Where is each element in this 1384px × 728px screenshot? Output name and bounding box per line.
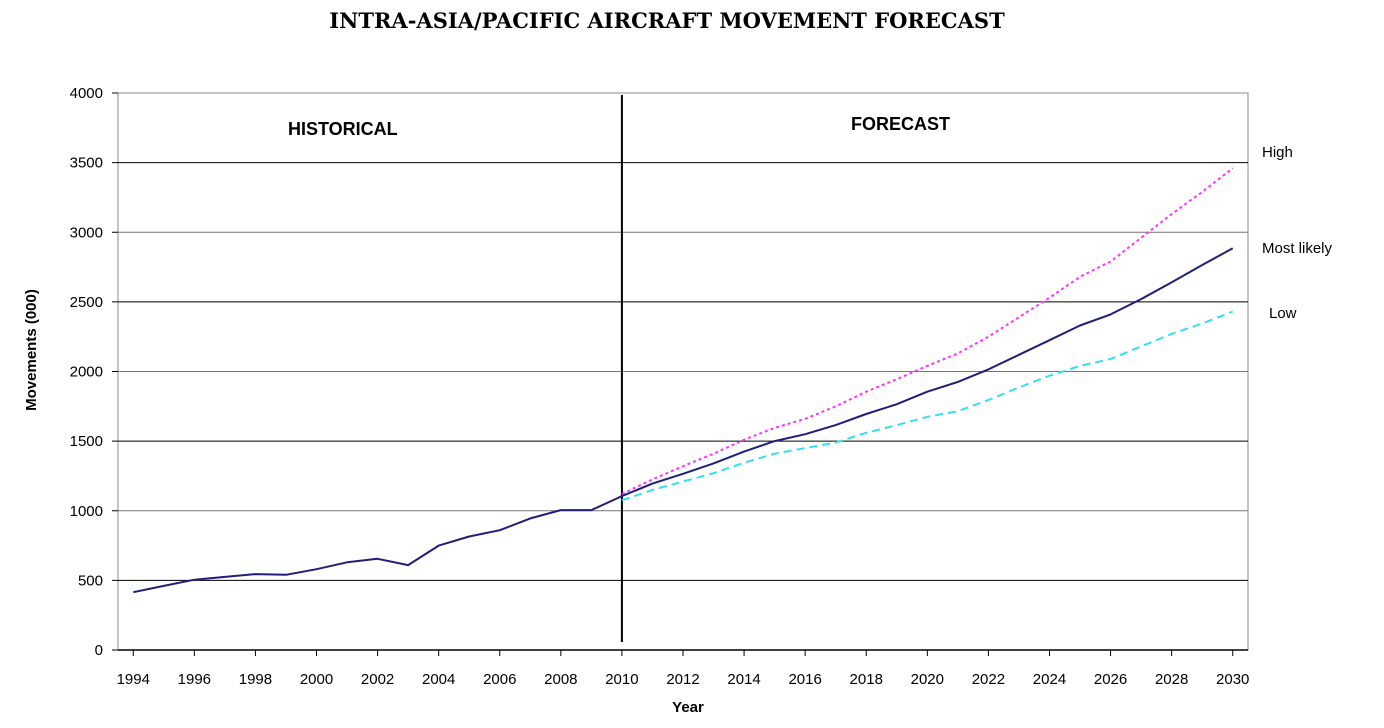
y-tick-label-500: 500 bbox=[78, 572, 103, 589]
x-tick-label-2012: 2012 bbox=[666, 671, 699, 688]
y-tick-labels: 0 500 1000 1500 2000 2500 3000 3500 4000 bbox=[70, 85, 118, 659]
y-tick-label-4000: 4000 bbox=[70, 85, 103, 102]
y-tick-label-1000: 1000 bbox=[70, 503, 103, 520]
x-tick-label-1998: 1998 bbox=[239, 671, 272, 688]
y-tick-label-0: 0 bbox=[95, 642, 103, 659]
historical-region-label: HISTORICAL bbox=[288, 119, 398, 139]
series-high bbox=[621, 167, 1234, 495]
x-tick-label-1996: 1996 bbox=[178, 671, 211, 688]
y-tick-label-3000: 3000 bbox=[70, 224, 103, 241]
x-tick-label-2030: 2030 bbox=[1216, 671, 1249, 688]
x-tick-label-2000: 2000 bbox=[300, 671, 333, 688]
legend-most-likely: Most likely bbox=[1262, 240, 1333, 257]
series-low bbox=[621, 310, 1234, 502]
x-tick-label-2014: 2014 bbox=[727, 671, 760, 688]
x-tick-label-2010: 2010 bbox=[605, 671, 638, 688]
x-tick-label-2024: 2024 bbox=[1033, 671, 1066, 688]
x-tick-label-2016: 2016 bbox=[788, 671, 821, 688]
x-tick-label-2028: 2028 bbox=[1155, 671, 1188, 688]
y-tick-label-1500: 1500 bbox=[70, 433, 103, 450]
x-tick-label-2020: 2020 bbox=[911, 671, 944, 688]
chart-title: INTRA-ASIA/PACIFIC AIRCRAFT MOVEMENT FOR… bbox=[329, 8, 1005, 33]
series-most-likely bbox=[133, 247, 1234, 594]
x-tick-label-2002: 2002 bbox=[361, 671, 394, 688]
x-tick-label-2018: 2018 bbox=[850, 671, 883, 688]
x-tick-label-2004: 2004 bbox=[422, 671, 455, 688]
x-tick-label-2026: 2026 bbox=[1094, 671, 1127, 688]
x-tick-label-2022: 2022 bbox=[972, 671, 1005, 688]
x-tick-label-1994: 1994 bbox=[117, 671, 150, 688]
legend-high: High bbox=[1262, 144, 1293, 161]
x-tick-labels: 1994 1996 1998 2000 2002 2004 2006 2008 2010 2012… bbox=[117, 649, 1249, 688]
y-axis-label: Movements (000) bbox=[23, 289, 40, 411]
y-tick-label-2500: 2500 bbox=[70, 294, 103, 311]
forecast-region-label: FORECAST bbox=[851, 114, 950, 134]
y-tick-label-2000: 2000 bbox=[70, 364, 103, 381]
x-tick-label-2008: 2008 bbox=[544, 671, 577, 688]
x-tick-label-2006: 2006 bbox=[483, 671, 516, 688]
series-lines bbox=[133, 167, 1234, 594]
x-axis-label: Year bbox=[672, 699, 704, 716]
gridlines bbox=[118, 162, 1248, 581]
y-tick-label-3500: 3500 bbox=[70, 155, 103, 172]
legend-low: Low bbox=[1269, 305, 1297, 322]
